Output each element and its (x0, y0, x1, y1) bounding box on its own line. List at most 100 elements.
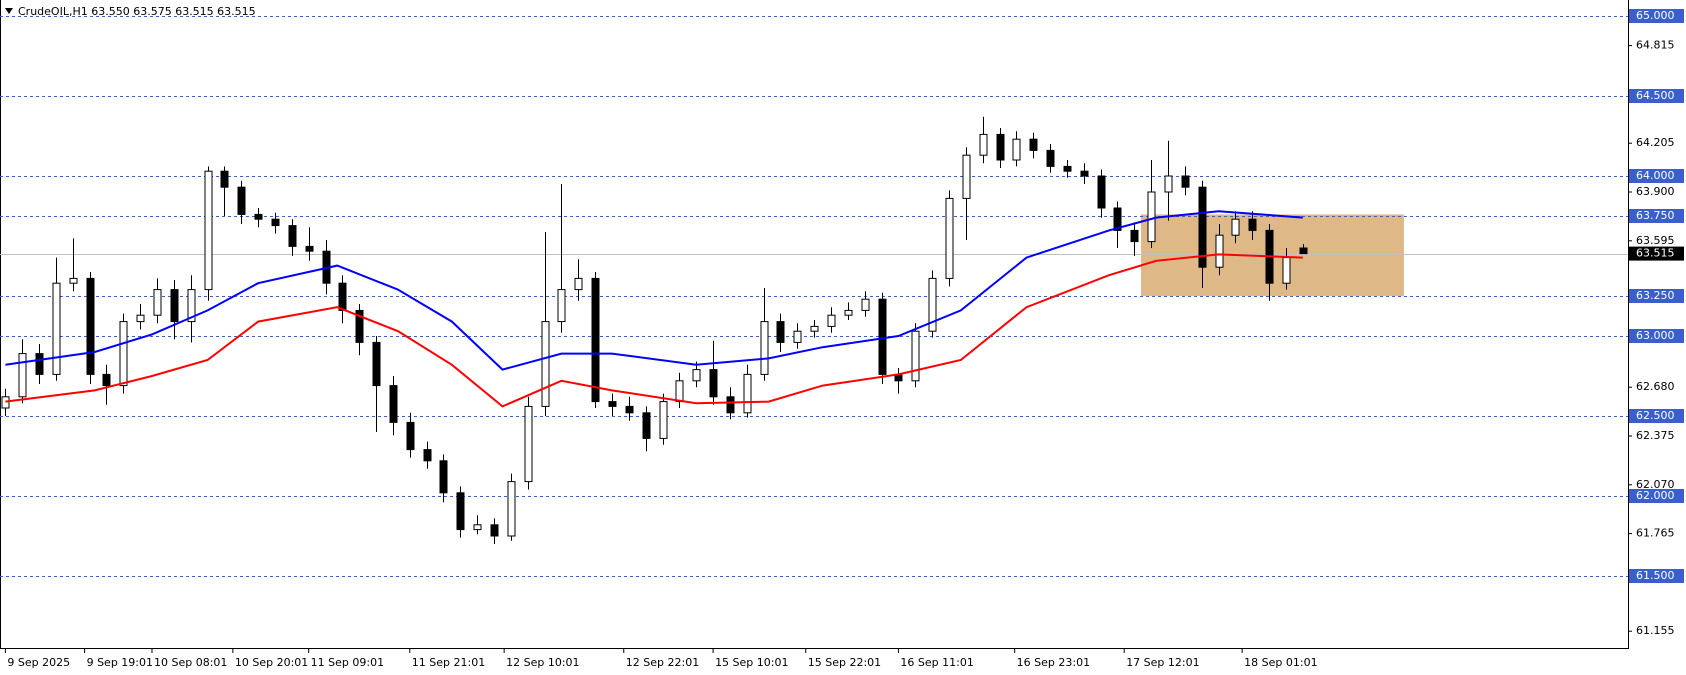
y-tick-label: 63.900 (1636, 185, 1675, 198)
candle-body (743, 373, 752, 414)
candle-body (776, 321, 785, 343)
level-label: 62.000 (1636, 489, 1675, 502)
level-label-box (1629, 409, 1684, 423)
level-label-box (1629, 169, 1684, 183)
candle-body (119, 321, 128, 387)
candle-body (625, 405, 634, 414)
candle-body (490, 524, 499, 537)
candle-body (355, 309, 364, 343)
x-tick-label: 12 Sep 10:01 (506, 656, 579, 669)
candle-body (102, 373, 111, 387)
candle-body (1080, 170, 1089, 177)
candle-body (271, 218, 280, 227)
candle-body (507, 481, 516, 537)
level-label: 61.500 (1636, 569, 1675, 582)
level-label-box (1629, 329, 1684, 343)
candle-body (35, 353, 44, 375)
candle-body (996, 133, 1005, 161)
candle-body (524, 405, 533, 483)
candle-body (1248, 218, 1257, 231)
candle-body (18, 353, 27, 398)
candle-body (52, 282, 61, 375)
candle-body (1231, 218, 1240, 236)
candle-body (423, 449, 432, 462)
last-price-box (1629, 246, 1684, 261)
candle-body (473, 524, 482, 531)
candle-body (608, 401, 617, 407)
candle-body (659, 401, 668, 439)
candle-body (675, 380, 684, 403)
ma-line (5, 210, 1303, 371)
candle-body (406, 421, 415, 451)
candle-body (962, 154, 971, 199)
level-label: 64.000 (1636, 169, 1675, 182)
x-tick-label: 15 Sep 22:01 (808, 656, 881, 669)
x-tick-label: 15 Sep 10:01 (715, 656, 788, 669)
candle-body (1164, 175, 1173, 193)
candle-body (1113, 207, 1122, 231)
candle-body (456, 492, 465, 531)
level-label: 63.750 (1636, 209, 1675, 222)
level-label-box (1629, 9, 1684, 23)
candle-body (1029, 138, 1038, 151)
candle-body (305, 245, 314, 252)
candle-body (1046, 149, 1055, 167)
candle-body (541, 321, 550, 407)
candle-body (439, 460, 448, 494)
x-tick-label: 11 Sep 09:01 (311, 656, 384, 669)
candle-body (1, 396, 10, 409)
candle-body (827, 314, 836, 327)
candle-body (338, 282, 347, 311)
x-tick-label: 9 Sep 2025 (7, 656, 70, 669)
candle-body (86, 277, 95, 375)
candle-body (220, 170, 229, 188)
candle-body (170, 289, 179, 323)
candle-body (372, 341, 381, 387)
y-tick-label: 62.375 (1636, 429, 1675, 442)
level-label-box (1629, 569, 1684, 583)
candle-body (1215, 234, 1224, 268)
x-tick-label: 12 Sep 22:01 (626, 656, 699, 669)
candle-body (911, 330, 920, 382)
level-label: 62.500 (1636, 409, 1675, 422)
collapse-arrow[interactable] (5, 8, 13, 14)
y-tick-label: 64.205 (1636, 136, 1675, 149)
candle-body (945, 197, 954, 279)
candle-body (187, 289, 196, 323)
candle-body (1181, 175, 1190, 188)
chart-title: CrudeOIL,H1 63.550 63.575 63.515 63.515 (18, 5, 256, 18)
y-tick-label: 61.765 (1636, 527, 1675, 540)
candle-body (760, 321, 769, 375)
ma-line (5, 253, 1303, 408)
candle-body (204, 170, 213, 291)
candle-body (237, 186, 246, 215)
level-label-box (1629, 289, 1684, 303)
candle-body (1147, 191, 1156, 243)
candle-body (1063, 165, 1072, 172)
x-tick-label: 18 Sep 01:01 (1244, 656, 1317, 669)
candle-body (1198, 186, 1207, 268)
candle-body (793, 330, 802, 343)
level-label: 63.000 (1636, 329, 1675, 342)
candle-body (1299, 247, 1308, 255)
x-tick-label: 9 Sep 19:01 (87, 656, 153, 669)
candle-body (1130, 229, 1139, 243)
candle-body (591, 277, 600, 403)
x-tick-label: 16 Sep 11:01 (900, 656, 973, 669)
candle-body (69, 277, 78, 284)
level-label: 63.250 (1636, 289, 1675, 302)
x-tick-label: 10 Sep 20:01 (235, 656, 308, 669)
level-label-box (1629, 209, 1684, 223)
candle-body (709, 369, 718, 398)
candle-body (153, 289, 162, 316)
candle-body (389, 385, 398, 423)
candle-body (1097, 175, 1106, 209)
y-tick-label: 64.815 (1636, 39, 1675, 52)
candle-body (692, 369, 701, 382)
candle-body (844, 309, 853, 316)
candle-body (136, 314, 145, 323)
candle-body (557, 289, 566, 323)
